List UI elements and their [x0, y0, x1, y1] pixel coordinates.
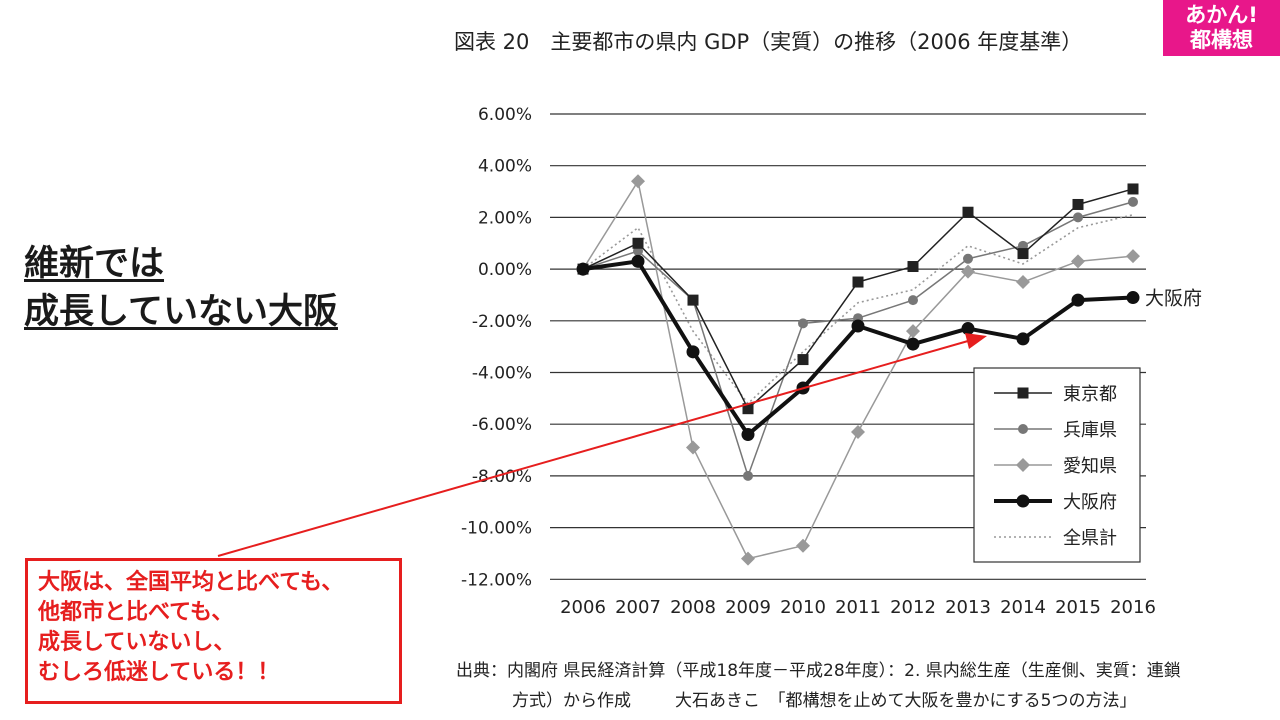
x-tick-label: 2013: [945, 597, 991, 618]
data-point: [1016, 332, 1030, 346]
callout-box: 大阪は、全国平均と比べても、 他都市と比べても、 成長していないし、 むしろ低迷…: [25, 558, 402, 704]
legend-marker: [1017, 387, 1029, 399]
data-point: [797, 354, 809, 366]
y-tick-label: -4.00%: [472, 364, 532, 384]
y-tick-label: 2.00%: [478, 208, 532, 228]
data-point: [1126, 291, 1140, 305]
data-point: [741, 551, 755, 566]
data-point: [908, 295, 918, 306]
chart-title: 図表 20 主要都市の県内 GDP（実質）の推移（2006 年度基準）: [454, 30, 1083, 54]
legend-label: 東京都: [1063, 384, 1117, 405]
legend-label: 全県計: [1063, 528, 1117, 549]
source-line-2-text: 方式）から作成: [512, 691, 631, 711]
data-point: [851, 319, 865, 333]
data-point: [686, 345, 700, 359]
series-line: [582, 214, 1134, 405]
callout-arrow: [217, 340, 969, 557]
y-tick-label: -10.00%: [461, 519, 532, 539]
x-tick-label: 2008: [670, 597, 716, 618]
legend-label: 大阪府: [1063, 492, 1117, 513]
data-point: [741, 428, 755, 442]
source-note: 出典：内閣府 県民経済計算（平成18年度－平成28年度）：2. 県内総生産（生産…: [456, 656, 1181, 716]
data-point: [1071, 254, 1085, 269]
data-point: [742, 403, 754, 415]
headline: 維新では 成長していない大阪: [24, 240, 338, 336]
data-point: [851, 424, 865, 439]
y-tick-label: -6.00%: [472, 415, 532, 435]
callout-line-3: 成長していないし、: [38, 630, 236, 655]
legend-marker: [1016, 458, 1030, 472]
x-tick-label: 2009: [725, 597, 771, 618]
osaka-annotation: 大阪府: [1145, 288, 1202, 310]
badge-line-1: あかん!: [1185, 3, 1258, 27]
y-tick-label: 6.00%: [478, 105, 532, 125]
callout-line-4: むしろ低迷している！！: [38, 660, 280, 685]
data-point: [576, 262, 590, 276]
data-point: [962, 206, 974, 218]
y-tick-label: -12.00%: [461, 570, 532, 590]
y-tick-label: 0.00%: [478, 260, 532, 280]
x-tick-label: 2015: [1055, 597, 1101, 618]
data-point: [1017, 248, 1029, 260]
data-point: [963, 253, 973, 264]
x-tick-label: 2012: [890, 597, 936, 618]
data-point: [631, 174, 645, 189]
data-point: [961, 264, 975, 279]
source-line-2: 方式）から作成 大石あきこ 「都構想を止めて大阪を豊かにする5つの方法」: [456, 686, 1181, 716]
data-point: [1072, 198, 1084, 210]
callout-line-1: 大阪は、全国平均と比べても、: [38, 570, 344, 595]
data-point: [1073, 212, 1083, 223]
data-point: [798, 318, 808, 329]
data-point: [906, 337, 920, 351]
data-point: [796, 538, 810, 553]
data-point: [1128, 196, 1138, 207]
source-credit: 大石あきこ 「都構想を止めて大阪を豊かにする5つの方法」: [675, 691, 1137, 711]
data-point: [687, 294, 699, 306]
legend-label: 愛知県: [1063, 456, 1117, 477]
headline-line-1: 維新では: [24, 244, 165, 284]
x-tick-label: 2016: [1110, 597, 1156, 618]
callout-arrowhead: [965, 333, 987, 349]
data-point: [907, 261, 919, 273]
y-tick-label: -2.00%: [472, 312, 532, 332]
legend-marker: [1016, 494, 1030, 508]
data-point: [961, 322, 975, 336]
data-point: [632, 237, 644, 249]
y-tick-label: -8.00%: [472, 467, 532, 487]
data-point: [686, 440, 700, 455]
brand-badge: あかん! 都構想: [1163, 0, 1280, 56]
x-tick-label: 2007: [615, 597, 661, 618]
callout-line-2: 他都市と比べても、: [38, 600, 234, 625]
y-tick-label: 4.00%: [478, 157, 532, 177]
data-point: [1071, 293, 1085, 307]
data-point: [743, 470, 753, 481]
legend-marker: [1018, 424, 1028, 434]
data-point: [1016, 275, 1030, 290]
x-tick-label: 2006: [560, 597, 606, 618]
data-point: [852, 276, 864, 288]
source-line-1: 出典：内閣府 県民経済計算（平成18年度－平成28年度）：2. 県内総生産（生産…: [456, 661, 1181, 681]
headline-line-2: 成長していない大阪: [24, 292, 338, 332]
badge-line-2: 都構想: [1190, 28, 1253, 52]
x-tick-label: 2010: [780, 597, 826, 618]
data-point: [631, 254, 645, 268]
data-point: [1126, 249, 1140, 264]
x-tick-label: 2014: [1000, 597, 1046, 618]
legend-label: 兵庫県: [1063, 420, 1117, 441]
data-point: [906, 324, 920, 339]
x-tick-label: 2011: [835, 597, 881, 618]
data-point: [1127, 183, 1139, 195]
